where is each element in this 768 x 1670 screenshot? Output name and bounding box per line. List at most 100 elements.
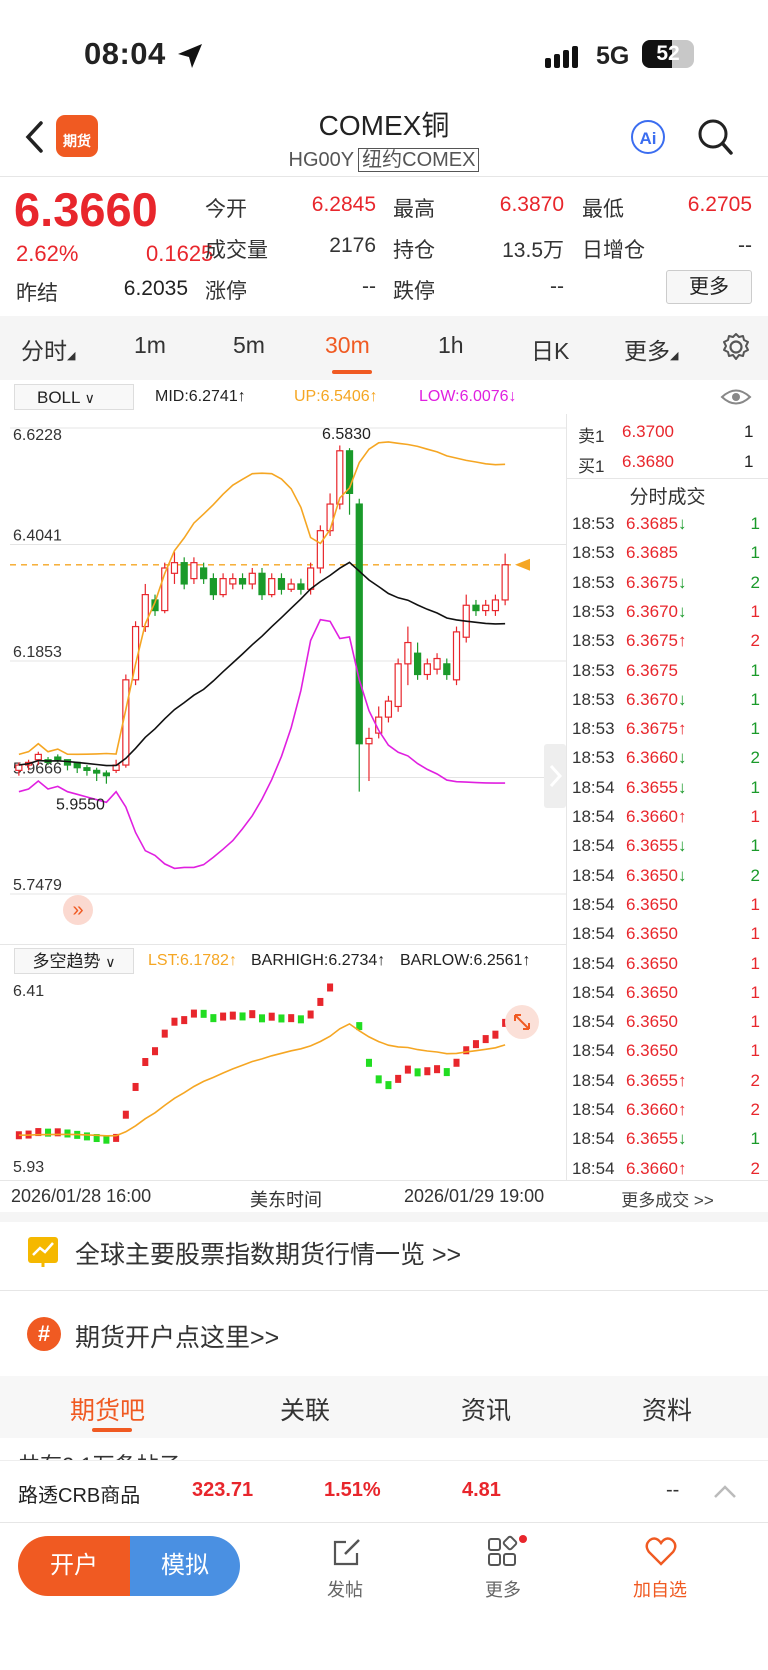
simulate-button[interactable]: 模拟 xyxy=(130,1536,240,1596)
global-index-link[interactable]: 全球主要股票指数期货行情一览 >> xyxy=(75,1241,462,1269)
period-tabbar xyxy=(0,316,768,380)
candle-body xyxy=(326,503,334,532)
tab-more[interactable]: 更多◢ xyxy=(624,338,679,364)
ai-button[interactable]: Ai xyxy=(631,120,665,154)
tick-price: 6.3660↑ xyxy=(626,1158,687,1178)
candle-body xyxy=(83,767,91,771)
sub-indicator-select[interactable]: 多空趋势 ∨ xyxy=(14,948,134,974)
candle-body xyxy=(413,652,422,676)
post-label[interactable]: 发帖 xyxy=(327,1580,363,1600)
tab-1h[interactable]: 1h xyxy=(438,332,464,358)
boll-upper-line xyxy=(18,441,506,756)
candle-body xyxy=(200,567,208,580)
battery-icon: 52 xyxy=(642,40,694,68)
open-value: 6.2845 xyxy=(311,193,376,216)
ticker-price: 323.71 xyxy=(192,1479,254,1501)
candle-body xyxy=(452,631,461,681)
trend-block xyxy=(307,1010,314,1019)
tick-row: 18:53 6.3660↓ 2 xyxy=(567,744,768,772)
tab-1m[interactable]: 1m xyxy=(134,332,166,358)
fullscreen-icon[interactable] xyxy=(505,1005,539,1039)
tab-intraday[interactable]: 分时◢ xyxy=(21,338,76,364)
open-account-link[interactable]: 期货开户点这里>> xyxy=(75,1324,280,1352)
candle-body xyxy=(287,583,295,590)
lst-line xyxy=(18,1022,506,1137)
tab-futures-bar[interactable]: 期货吧 xyxy=(70,1397,146,1425)
change-value: 0.1625 xyxy=(146,241,214,266)
edit-post-icon[interactable] xyxy=(331,1536,363,1568)
eye-icon[interactable] xyxy=(720,386,752,408)
boll-up-value: UP:6.5406↑ xyxy=(294,388,378,405)
more-ticks-link[interactable]: 更多成交 >> xyxy=(621,1191,714,1210)
tick-time: 18:54 xyxy=(572,865,615,885)
tick-time: 18:54 xyxy=(572,1041,615,1061)
more-label[interactable]: 更多 xyxy=(485,1580,521,1600)
tick-price: 6.3675 xyxy=(626,660,678,680)
tick-time: 18:54 xyxy=(572,953,615,973)
search-icon[interactable] xyxy=(696,117,734,157)
candle-body xyxy=(238,578,247,585)
ticker-extra: -- xyxy=(666,1479,680,1501)
tick-row: 18:53 6.3675 1 xyxy=(567,657,768,685)
chart-expand-handle[interactable] xyxy=(544,744,566,808)
tick-volume: 1 xyxy=(750,601,760,621)
active-tab-indicator xyxy=(332,370,372,374)
daily-inc-value: -- xyxy=(738,234,752,257)
trend-block xyxy=(288,1014,295,1023)
tab-5m[interactable]: 5m xyxy=(233,332,265,358)
tab-daily-k[interactable]: 日K xyxy=(531,338,570,364)
candle-body xyxy=(258,572,266,596)
trend-block xyxy=(317,997,324,1006)
candle-body xyxy=(384,700,393,718)
trend-block xyxy=(103,1135,110,1144)
more-apps-icon[interactable] xyxy=(487,1535,527,1569)
tick-row: 18:54 6.3655↓ 1 xyxy=(567,774,768,802)
fast-forward-icon[interactable]: » xyxy=(63,895,93,925)
ticker-bar[interactable] xyxy=(0,1460,768,1523)
network-label: 5G xyxy=(596,42,630,70)
tab-30m[interactable]: 30m xyxy=(325,332,370,358)
open-account-button[interactable]: 开户 xyxy=(18,1536,130,1596)
candle-body xyxy=(102,772,111,777)
tab-news[interactable]: 资讯 xyxy=(461,1397,512,1425)
trend-block xyxy=(249,1010,256,1019)
boll-mid-value: MID:6.2741↑ xyxy=(155,388,246,405)
add-watchlist-label[interactable]: 加自选 xyxy=(633,1580,687,1600)
back-icon[interactable] xyxy=(24,120,44,154)
tab-profile[interactable]: 资料 xyxy=(642,1397,693,1425)
settings-gear-icon[interactable] xyxy=(721,332,751,362)
heart-icon[interactable] xyxy=(645,1536,677,1566)
sell1-volume: 1 xyxy=(744,422,754,441)
tick-price: 6.3660↓ xyxy=(626,748,687,768)
lst-value: LST:6.1782↑ xyxy=(148,952,237,969)
tab-related[interactable]: 关联 xyxy=(280,1397,331,1425)
trend-block xyxy=(434,1065,441,1074)
trend-chart[interactable]: 6.41 5.93 xyxy=(10,976,566,1176)
kline-chart[interactable]: 6.62286.40416.18535.96665.74796.58305.95… xyxy=(10,414,566,944)
tick-volume: 1 xyxy=(750,777,760,797)
candle-body xyxy=(394,663,402,708)
hash-icon: # xyxy=(27,1317,61,1351)
candle-body xyxy=(248,572,256,585)
trend-block xyxy=(375,1075,382,1084)
tick-row: 18:54 6.3655↑ 2 xyxy=(567,1067,768,1095)
tick-price: 6.3650 xyxy=(626,1041,678,1061)
page-title: COMEX铜 xyxy=(318,110,450,141)
trend-block xyxy=(122,1110,129,1119)
indicator-select[interactable]: BOLL ∨ xyxy=(14,384,134,410)
tick-price: 6.3655↓ xyxy=(626,836,687,856)
trend-block xyxy=(404,1065,411,1074)
tick-row: 18:54 6.3660↑ 2 xyxy=(567,1155,768,1183)
tick-row: 18:54 6.3650 1 xyxy=(567,1037,768,1065)
tick-price: 6.3650 xyxy=(626,982,678,1002)
last-price: 6.3660 xyxy=(14,183,158,236)
tick-price: 6.3685 xyxy=(626,543,678,563)
quote-more-button[interactable]: 更多 xyxy=(666,270,752,304)
tick-row: 18:54 6.3655↓ 1 xyxy=(567,832,768,860)
y-tick-label: 6.1853 xyxy=(13,644,62,661)
tick-volume: 1 xyxy=(750,660,760,680)
low-value: 6.2705 xyxy=(687,193,752,216)
tick-volume: 2 xyxy=(750,1070,760,1090)
chevron-up-icon[interactable] xyxy=(712,1482,738,1500)
trend-block xyxy=(171,1017,178,1026)
